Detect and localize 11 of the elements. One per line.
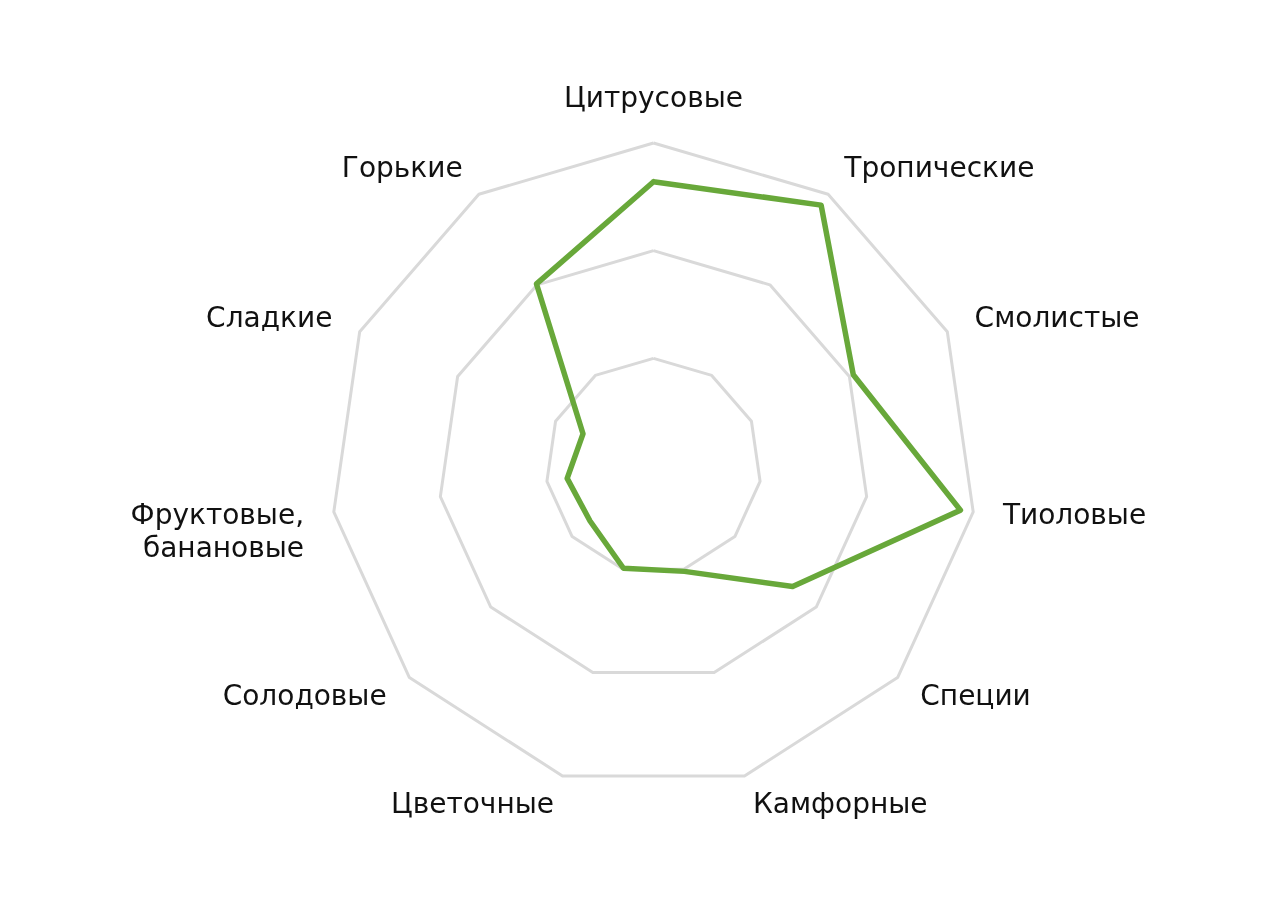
spoke-label: Фруктовые, банановые <box>130 498 305 565</box>
spoke-label: Горькие <box>341 151 463 185</box>
spoke-label: Цветочные <box>390 786 555 820</box>
spoke-label: Камфорные <box>752 786 928 820</box>
spoke-label: Сладкие <box>206 301 333 335</box>
spoke-label: Солодовые <box>222 679 387 713</box>
spoke-label: Тропические <box>843 151 1035 185</box>
spoke-label: Цитрусовые <box>564 81 743 114</box>
spoke-label: Специи <box>920 679 1031 713</box>
spoke-label: Тиоловые <box>1001 498 1147 532</box>
spoke-label: Смолистые <box>974 301 1140 335</box>
